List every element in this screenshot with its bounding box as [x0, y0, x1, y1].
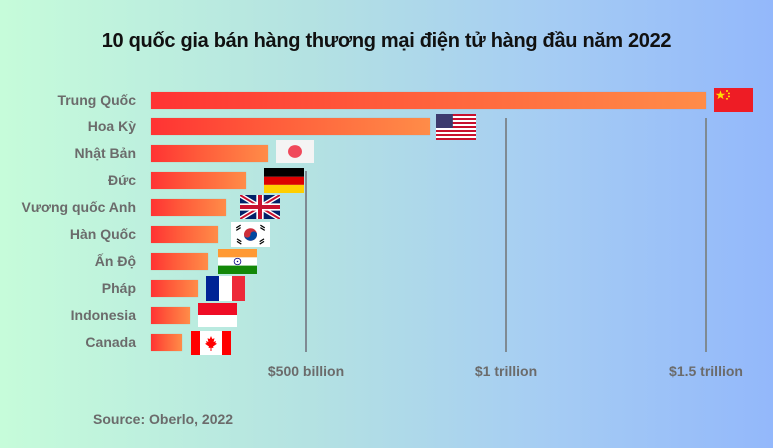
x-tick-label: $500 billion	[267, 363, 345, 379]
canada-flag-icon	[191, 331, 231, 355]
bar	[151, 307, 190, 324]
category-label: Đức	[107, 172, 136, 188]
gridline	[305, 171, 307, 352]
category-label: Ấn Độ	[94, 253, 136, 269]
bar	[151, 92, 706, 109]
category-label: Indonesia	[70, 307, 136, 323]
x-tick-label: $1 trillion	[474, 363, 538, 379]
category-label: Pháp	[101, 280, 136, 296]
bar	[151, 334, 182, 351]
bar	[151, 280, 198, 297]
japan-flag-icon	[276, 140, 314, 163]
indonesia-flag-icon	[198, 303, 237, 327]
germany-flag-icon	[264, 168, 304, 193]
gridline	[505, 118, 507, 352]
gridline	[705, 118, 707, 352]
bar	[151, 253, 208, 270]
france-flag-icon	[206, 276, 245, 301]
uk-flag-icon	[240, 195, 280, 219]
category-label: Hàn Quốc	[69, 226, 136, 242]
source-note: Source: Oberlo, 2022	[93, 411, 234, 427]
category-label: Nhật Bản	[74, 145, 136, 161]
south-korea-flag-icon	[231, 222, 270, 247]
bar	[151, 145, 268, 162]
bar	[151, 118, 430, 135]
category-label: Canada	[85, 334, 136, 350]
bar	[151, 226, 218, 243]
bar	[151, 172, 246, 189]
category-label: Hoa Kỳ	[87, 118, 136, 134]
usa-flag-icon	[436, 114, 476, 140]
china-flag-icon	[714, 88, 753, 112]
bar	[151, 199, 226, 216]
chart-title: 10 quốc gia bán hàng thương mại điện tử …	[101, 30, 672, 52]
category-label: Vương quốc Anh	[21, 199, 136, 215]
category-label: Trung Quốc	[57, 92, 136, 108]
x-tick-label: $1.5 trillion	[669, 363, 743, 379]
india-flag-icon	[218, 249, 257, 274]
